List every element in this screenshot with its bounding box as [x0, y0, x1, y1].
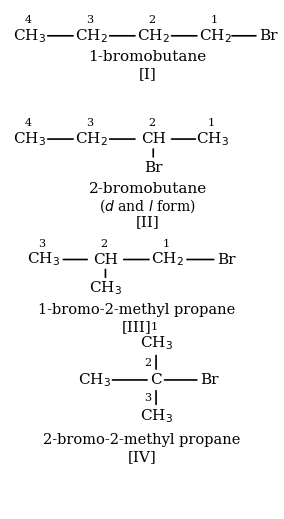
Text: 2-bromo-2-methyl propane: 2-bromo-2-methyl propane [43, 433, 241, 447]
Text: 2: 2 [145, 358, 152, 368]
Text: Br: Br [217, 253, 236, 266]
Text: CH$_3$: CH$_3$ [139, 407, 173, 425]
Text: CH$_3$: CH$_3$ [27, 251, 60, 268]
Text: CH$_3$: CH$_3$ [89, 279, 122, 297]
Text: [II]: [II] [136, 215, 160, 229]
Text: CH$_3$: CH$_3$ [13, 130, 46, 148]
Text: [IV]: [IV] [128, 450, 156, 465]
Text: 3: 3 [86, 118, 93, 128]
Text: 3: 3 [39, 239, 46, 249]
Text: CH$_3$: CH$_3$ [139, 334, 173, 351]
Text: C: C [150, 373, 162, 387]
Text: Br: Br [144, 161, 162, 175]
Text: 2: 2 [101, 239, 108, 249]
Text: ($d$ and $l$ form): ($d$ and $l$ form) [99, 198, 196, 215]
Text: CH$_3$: CH$_3$ [78, 371, 111, 389]
Text: 1: 1 [207, 118, 214, 128]
Text: 1: 1 [162, 239, 170, 249]
Text: CH$_2$: CH$_2$ [199, 27, 231, 45]
Text: CH$_2$: CH$_2$ [151, 251, 184, 268]
Text: CH: CH [141, 132, 166, 146]
Text: 4: 4 [24, 118, 32, 128]
Text: Br: Br [200, 373, 219, 387]
Text: 3: 3 [86, 15, 93, 25]
Text: CH$_2$: CH$_2$ [75, 27, 108, 45]
Text: 1-bromobutane: 1-bromobutane [89, 50, 207, 64]
Text: CH$_3$: CH$_3$ [13, 27, 46, 45]
Text: [I]: [I] [139, 67, 156, 81]
Text: 1: 1 [151, 322, 158, 332]
Text: 2: 2 [148, 15, 155, 25]
Text: CH$_2$: CH$_2$ [137, 27, 170, 45]
Text: 3: 3 [145, 393, 152, 403]
Text: CH$_3$: CH$_3$ [196, 130, 229, 148]
Text: 1: 1 [210, 15, 217, 25]
Text: 1-bromo-2-methyl propane: 1-bromo-2-methyl propane [38, 303, 235, 317]
Text: CH$_2$: CH$_2$ [75, 130, 108, 148]
Text: [III]: [III] [122, 320, 151, 334]
Text: CH: CH [93, 253, 118, 266]
Text: Br: Br [259, 29, 278, 43]
Text: 2: 2 [148, 118, 155, 128]
Text: 4: 4 [24, 15, 32, 25]
Text: 2-bromobutane: 2-bromobutane [89, 182, 207, 196]
